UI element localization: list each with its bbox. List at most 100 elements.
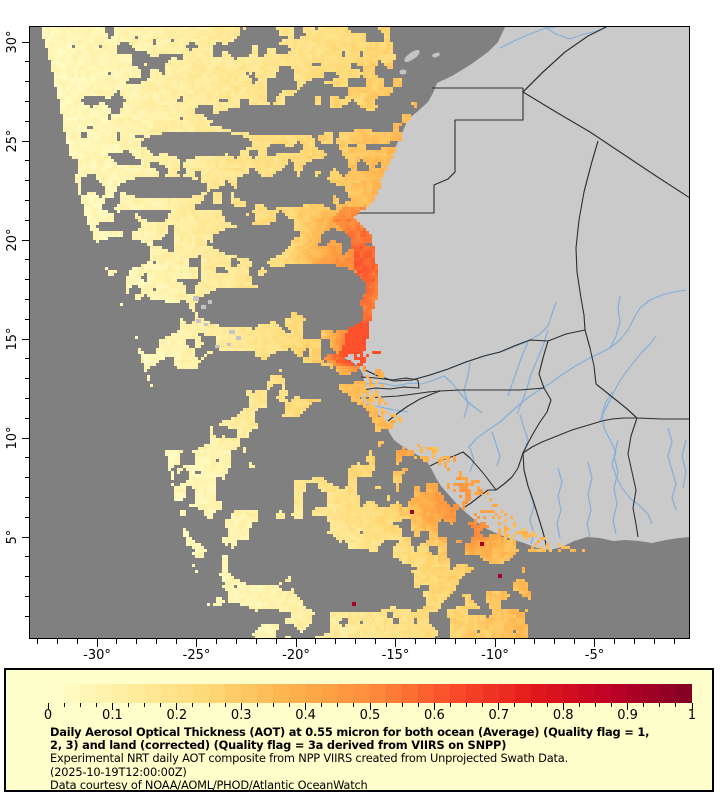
colorbar-tick-label: 1 [687, 708, 697, 723]
colorbar-segment [450, 684, 467, 703]
colorbar-minor-tick [675, 703, 677, 707]
caption-title-line2: 2, 3) and land (corrected) (Quality flag… [50, 738, 507, 753]
colorbar-segment [208, 684, 226, 703]
lon-minor-tick [454, 639, 456, 644]
lon-minor-tick [355, 639, 357, 644]
lon-minor-tick [434, 639, 436, 644]
colorbar-minor-tick [401, 703, 403, 707]
colorbar-major-tick [433, 703, 435, 710]
colorbar-segment [80, 684, 97, 703]
colorbar-minor-tick [144, 703, 146, 707]
legend-box: 0 0.1 0.2 0.3 0.4 0.5 0.6 0.7 0.8 0.9 1 Daily Aero… [4, 668, 714, 792]
colorbar-segment [546, 684, 563, 703]
colorbar-tick-label: 0.6 [424, 708, 445, 723]
colorbar-segment [611, 684, 628, 703]
colorbar-segment [96, 684, 113, 703]
colorbar-major-tick [305, 703, 307, 710]
colorbar-tick-label: 0.2 [166, 708, 188, 723]
colorbar-segment [337, 684, 354, 703]
colorbar-segment [144, 684, 161, 703]
lat-tick-label: 25° [5, 129, 20, 153]
colorbar-minor-tick [417, 703, 419, 707]
colorbar-minor-tick [321, 703, 323, 707]
colorbar-segment [112, 684, 129, 703]
colorbar-minor-tick [578, 703, 580, 707]
colorbar-minor-tick [659, 703, 661, 707]
lat-tick-label: 20° [5, 228, 20, 252]
lon-minor-tick [156, 639, 158, 644]
colorbar-segment [563, 684, 580, 703]
colorbar-segment [418, 684, 435, 703]
colorbar-segment [160, 684, 177, 703]
lon-minor-tick [315, 639, 317, 644]
lon-minor-tick [574, 639, 576, 644]
colorbar-major-tick [240, 703, 242, 710]
lon-major-tick [295, 639, 297, 647]
colorbar-major-tick [627, 703, 629, 710]
lat-tick-label: 30° [5, 30, 20, 54]
colorbar-minor-tick [530, 703, 532, 707]
lon-minor-tick [633, 639, 635, 644]
colorbar-segment [627, 684, 644, 703]
map-plot [29, 26, 690, 639]
colorbar-minor-tick [482, 703, 484, 707]
colorbar-segment [48, 684, 65, 703]
colorbar-tick-label: 0.3 [230, 708, 252, 723]
colorbar-minor-tick [289, 703, 290, 707]
colorbar-tick-label: 0.1 [102, 708, 123, 723]
colorbar-minor-tick [208, 703, 210, 707]
colorbar-major-tick [176, 703, 178, 710]
colorbar-major-tick [691, 703, 693, 710]
lon-minor-tick [215, 639, 217, 644]
lon-major-tick [593, 639, 595, 647]
lon-minor-tick [653, 639, 655, 644]
lon-minor-tick [36, 639, 38, 644]
lon-minor-tick [534, 639, 536, 644]
colorbar-segment [514, 684, 531, 703]
colorbar-segment [530, 684, 547, 703]
colorbar-minor-tick [272, 703, 274, 707]
lon-minor-tick [474, 639, 476, 644]
colorbar-segment [659, 684, 676, 703]
colorbar-minor-tick [79, 703, 81, 707]
map-canvas [30, 27, 689, 638]
lon-minor-tick [136, 639, 138, 644]
colorbar-minor-tick [160, 703, 162, 707]
lat-tick-label: 5° [5, 529, 20, 545]
lon-tick-label: -10° [481, 648, 509, 663]
colorbar-segment [273, 684, 290, 703]
lon-minor-tick [275, 639, 277, 644]
colorbar-segment [257, 684, 274, 703]
lon-minor-tick [116, 639, 118, 644]
colorbar-segment [466, 684, 483, 703]
colorbar-segment [498, 684, 515, 703]
lon-minor-tick [255, 639, 257, 644]
colorbar-segment [192, 684, 209, 703]
lon-tick-label: -5° [584, 648, 605, 663]
colorbar-minor-tick [450, 703, 451, 707]
colorbar [48, 684, 692, 703]
colorbar-segment [482, 684, 499, 703]
caption-title-line1: Daily Aerosol Optical Thickness (AOT) at… [50, 725, 650, 739]
colorbar-segment [385, 684, 403, 703]
lon-tick-label: -20° [282, 648, 310, 663]
colorbar-major-tick [498, 703, 500, 710]
colorbar-segment [241, 684, 258, 703]
lon-major-tick [96, 639, 98, 647]
caption-description: Experimental NRT daily AOT composite fro… [50, 751, 568, 766]
colorbar-segment [305, 684, 322, 703]
colorbar-minor-tick [192, 703, 194, 707]
colorbar-segment [402, 684, 419, 703]
lon-minor-tick [56, 639, 58, 644]
colorbar-minor-tick [353, 703, 355, 707]
colorbar-major-tick [47, 703, 49, 710]
lat-tick-label: 15° [5, 327, 20, 351]
colorbar-minor-tick [611, 703, 612, 707]
colorbar-minor-tick [643, 703, 645, 707]
colorbar-segment [321, 684, 338, 703]
colorbar-minor-tick [224, 703, 226, 707]
colorbar-tick-label: 0.9 [617, 708, 638, 723]
colorbar-tick-label: 0 [43, 708, 53, 723]
lon-minor-tick [335, 639, 337, 644]
